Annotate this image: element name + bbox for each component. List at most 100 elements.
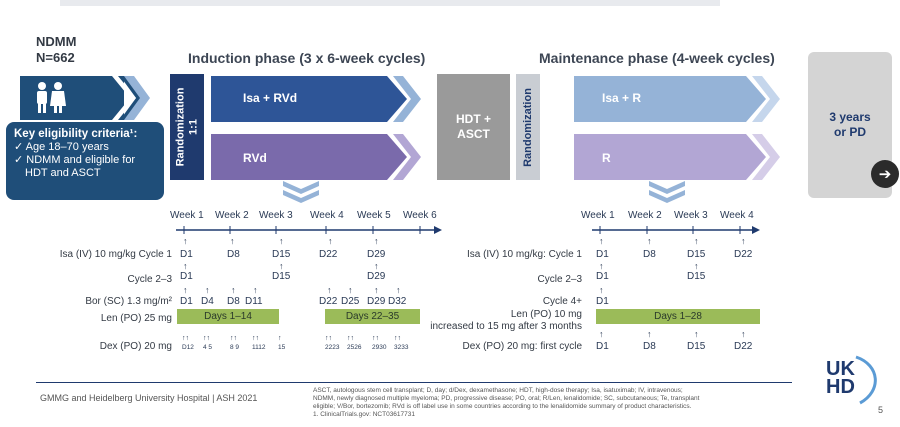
up-arrow-icon: ↑ [328, 236, 333, 246]
down-chevron-icon [283, 181, 319, 203]
up-arrow-icon: ↑ [647, 329, 652, 339]
dose-day: D32 [388, 296, 407, 307]
dose-day: D25 [341, 296, 360, 307]
up-arrow-icon: ↑ [374, 236, 379, 246]
dose-day: D29 [367, 296, 386, 307]
duration-years: 3 years [829, 110, 871, 124]
asct-label: ASCT [457, 127, 490, 141]
hdt-asct-box: HDT + ASCT [437, 74, 510, 180]
up-arrow-icon: ↑ [279, 261, 284, 271]
randomization-maintenance-label: Randomization [521, 87, 534, 167]
up-arrow-icon: ↑ [374, 261, 379, 271]
randomization-box: Randomization 1:1 [170, 74, 204, 180]
dose-day: D8 [227, 296, 240, 307]
dose-day: 2223 [325, 344, 340, 351]
up-arrow-icon: ↑ [694, 236, 699, 246]
up-arrow-icon: ↑ [348, 285, 353, 295]
up-arrow-icon: ↑↑ [394, 335, 401, 342]
chevron-icon [752, 76, 780, 122]
footer-abbrev-line: ASCT, autologous stem cell transplant; D… [313, 387, 683, 394]
maintenance-isa-cycle23-label: Cycle 2–3 [537, 274, 582, 285]
enrollment-arrow [20, 76, 150, 120]
eligibility-item-ndmm: NDMM and eligible for [26, 154, 136, 166]
induction-bor-label: Bor (SC) 1.3 mg/m² [85, 296, 172, 307]
up-arrow-icon: ↑ [253, 285, 258, 295]
population-title: NDMM [36, 34, 77, 49]
eligibility-item: ✓ Age 18–70 years [14, 141, 109, 153]
induction-title: Induction phase (3 x 6-week cycles) [188, 50, 426, 66]
dose-day: D22 [734, 341, 753, 352]
people-icon [37, 82, 66, 113]
up-arrow-icon: ↑ [374, 285, 379, 295]
dose-day: D22 [319, 296, 338, 307]
up-arrow-icon: ↑↑ [252, 335, 259, 342]
maintenance-title: Maintenance phase (4-week cycles) [539, 50, 775, 66]
eligibility-item: ✓ NDMM and eligible for [14, 154, 136, 166]
chevron-light-icon [124, 76, 150, 120]
induction-dex-label: Dex (PO) 20 mg [99, 341, 172, 352]
dose-day: D8 [227, 249, 240, 260]
logo-line-hd: HD [826, 376, 855, 398]
isa-r-label: Isa + R [602, 91, 642, 105]
isa-rvd-arm [211, 76, 421, 122]
induction-week-4: Week 4 [310, 210, 344, 221]
eligibility-item-age: Age 18–70 years [25, 141, 109, 153]
dose-day: 4 5 [203, 344, 213, 351]
up-arrow-icon: ↑↑ [203, 335, 210, 342]
len-bar-days-22-35: Days 22–35 [325, 309, 420, 324]
induction-week-6: Week 6 [403, 210, 437, 221]
maintenance-week-3: Week 3 [674, 210, 708, 221]
maintenance-isa-cycle1-label: Isa (IV) 10 mg/kg: Cycle 1 [466, 249, 582, 260]
dose-day: D1 [180, 271, 193, 282]
up-arrow-icon: ↑ [396, 285, 401, 295]
footer-reference: 1. ClinicalTrials.gov: NCT03617731 [313, 411, 416, 418]
dose-day: 2930 [372, 344, 387, 351]
randomization-text: Randomization [174, 87, 186, 167]
footer-abbreviations: ASCT, autologous stem cell transplant; D… [313, 387, 783, 419]
up-arrow-icon: ↑ [183, 261, 188, 271]
len-bar-days-1-28: Days 1–28 [596, 309, 760, 324]
len-bar-days-1-14: Days 1–14 [177, 309, 279, 324]
logo-line-uk: UK [826, 358, 855, 380]
induction-week-5: Week 5 [357, 210, 391, 221]
randomization-maintenance-box: Randomization [516, 74, 540, 180]
population-n: N=662 [36, 50, 75, 65]
arrow-right-icon: ➔ [878, 166, 892, 183]
up-arrow-icon: ↑ [231, 285, 236, 295]
ukhd-logo: UK HD [826, 358, 855, 398]
maintenance-isa-cycle4-label: Cycle 4+ [542, 296, 582, 307]
hdt-label: HDT + [455, 112, 491, 126]
up-arrow-icon: ↑↑ [182, 335, 189, 342]
up-arrow-icon: ↑ [327, 285, 332, 295]
up-arrow-icon: ↑ [599, 285, 604, 295]
up-arrow-icon: ↑ [279, 236, 284, 246]
banner-strip [60, 0, 720, 6]
dose-day: D1 [596, 296, 609, 307]
up-arrow-icon: ↑↑ [325, 335, 332, 342]
footer-divider [36, 382, 792, 383]
up-arrow-icon: ↑ [278, 335, 282, 342]
dose-day: D8 [643, 341, 656, 352]
eligibility-item-hdt: HDT and ASCT [25, 167, 101, 179]
maintenance-len-label: Len (PO) 10 mg [510, 309, 582, 320]
r-arm [574, 134, 780, 180]
induction-timeline-axis [176, 226, 442, 234]
up-arrow-icon: ↑↑ [230, 335, 237, 342]
up-arrow-icon: ↑ [599, 329, 604, 339]
up-arrow-icon: ↑ [599, 236, 604, 246]
dose-day: 2526 [347, 344, 362, 351]
r-label: R [602, 151, 611, 165]
dose-day: D15 [272, 249, 291, 260]
maintenance-dex-label: Dex (PO) 20 mg: first cycle [462, 341, 582, 352]
up-arrow-icon: ↑ [183, 285, 188, 295]
up-arrow-icon: ↑ [205, 285, 210, 295]
dose-day: D1 [596, 271, 609, 282]
dose-day: D29 [367, 249, 386, 260]
next-slide-button[interactable]: ➔ [871, 160, 899, 188]
induction-week-3: Week 3 [259, 210, 293, 221]
footer-abbrev-line: eligible; V/Bor, bortezomib; RVd is off … [313, 403, 692, 410]
dose-day: D29 [367, 271, 386, 282]
maintenance-week-1: Week 1 [581, 210, 615, 221]
eligibility-item: HDT and ASCT [14, 167, 156, 180]
maintenance-week-2: Week 2 [628, 210, 662, 221]
